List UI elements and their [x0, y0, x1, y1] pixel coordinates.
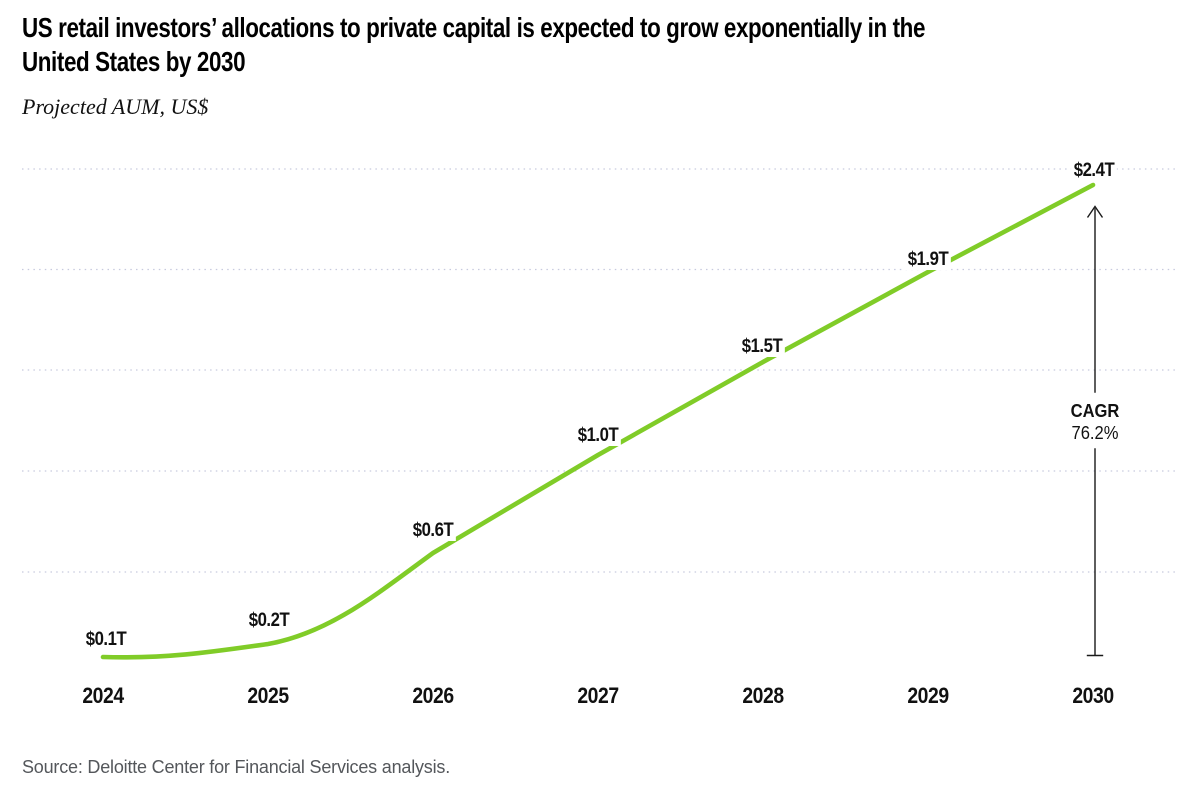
cagr-arrow: [1086, 205, 1104, 657]
x-axis-label-2025: 2025: [247, 683, 289, 708]
x-axis-label-2030: 2030: [1072, 683, 1114, 708]
page-title-line-2: United States by 2030: [22, 46, 246, 77]
data-label-2028: $1.5T: [739, 336, 785, 357]
data-label-2029: $1.9T: [905, 249, 951, 270]
cagr-annotation: CAGR 76.2%: [1066, 400, 1124, 444]
x-axis-label-2026: 2026: [412, 683, 454, 708]
source-note: Source: Deloitte Center for Financial Se…: [22, 757, 450, 777]
data-label-2024: $0.1T: [83, 629, 129, 650]
x-axis-label-2028: 2028: [742, 683, 784, 708]
chart-subtitle: Projected AUM, US$: [22, 94, 209, 119]
x-axis-label-2024: 2024: [82, 683, 124, 708]
arrow-head-icon: [1086, 205, 1104, 218]
page-title-line-1: US retail investors’ allocations to priv…: [22, 12, 926, 43]
cagr-annotation-value: 76.2%: [1071, 423, 1119, 443]
cagr-annotation-label: CAGR: [1070, 401, 1120, 421]
data-label-2026: $0.6T: [410, 520, 456, 541]
aum-line-series: [100, 182, 1096, 660]
x-axis-label-2029: 2029: [907, 683, 949, 708]
page-title: US retail investors’ allocations to priv…: [22, 11, 925, 79]
data-label-2025: $0.2T: [246, 610, 292, 631]
data-label-2030: $2.4T: [1071, 160, 1117, 181]
x-axis-label-2027: 2027: [577, 683, 619, 708]
data-label-2027: $1.0T: [575, 425, 621, 446]
gridlines: [22, 168, 1178, 573]
